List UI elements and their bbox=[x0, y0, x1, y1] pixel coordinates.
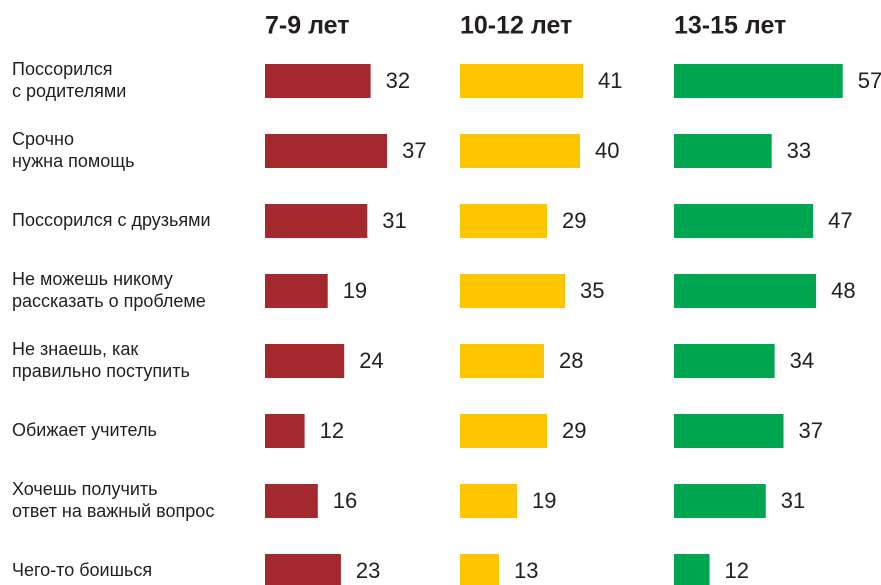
value-label: 32 bbox=[386, 68, 410, 93]
bar bbox=[460, 554, 499, 585]
category-line: Обижает учитель bbox=[12, 420, 157, 440]
value-label: 41 bbox=[598, 68, 622, 93]
bar bbox=[460, 414, 547, 448]
bar bbox=[674, 64, 843, 98]
category-line: Поссорился с друзьями bbox=[12, 210, 211, 230]
category-label: Не знаешь, как правильно поступить bbox=[12, 339, 190, 381]
series-header: 13-15 лет bbox=[674, 12, 786, 40]
series-header: 10-12 лет bbox=[460, 12, 572, 40]
bar bbox=[265, 554, 341, 585]
category-line: Срочно bbox=[12, 129, 74, 149]
bar bbox=[265, 484, 318, 518]
value-label: 29 bbox=[562, 208, 586, 233]
bar bbox=[460, 204, 547, 238]
series-header: 7-9 лет bbox=[265, 12, 349, 40]
bar bbox=[460, 274, 565, 308]
category-line: Не можешь никому bbox=[12, 269, 173, 289]
bar bbox=[674, 554, 710, 585]
value-label: 31 bbox=[382, 208, 406, 233]
value-label: 57 bbox=[858, 68, 881, 93]
value-label: 33 bbox=[787, 138, 811, 163]
value-label: 37 bbox=[402, 138, 426, 163]
category-line: Поссорился bbox=[12, 59, 112, 79]
bar bbox=[460, 484, 517, 518]
bar bbox=[674, 134, 772, 168]
bar bbox=[674, 414, 784, 448]
category-label: Обижает учитель bbox=[12, 420, 157, 440]
category-line: ответ на важный вопрос bbox=[12, 501, 214, 521]
bar bbox=[265, 274, 328, 308]
bar bbox=[265, 344, 345, 378]
value-label: 23 bbox=[356, 558, 380, 583]
bar bbox=[460, 344, 544, 378]
value-label: 34 bbox=[790, 348, 814, 373]
category-label: Срочно нужна помощь bbox=[12, 129, 134, 171]
bar bbox=[265, 414, 305, 448]
category-label: Чего-то боишься bbox=[12, 560, 152, 580]
category-line: рассказать о проблеме bbox=[12, 291, 206, 311]
bar bbox=[674, 344, 775, 378]
bar bbox=[460, 64, 583, 98]
value-label: 40 bbox=[595, 138, 619, 163]
value-label: 19 bbox=[343, 278, 367, 303]
category-label: Поссорился с родителями bbox=[12, 59, 126, 101]
category-label: Хочешь получить ответ на важный вопрос bbox=[12, 479, 214, 521]
bar bbox=[265, 134, 388, 168]
value-label: 37 bbox=[799, 418, 823, 443]
bar bbox=[674, 274, 817, 308]
value-label: 12 bbox=[320, 418, 344, 443]
value-label: 13 bbox=[514, 558, 538, 583]
bar bbox=[674, 204, 814, 238]
value-label: 48 bbox=[831, 278, 855, 303]
category-line: Хочешь получить bbox=[12, 479, 158, 499]
category-line: Чего-то боишься bbox=[12, 560, 152, 580]
bar bbox=[460, 134, 580, 168]
value-label: 47 bbox=[828, 208, 852, 233]
value-label: 19 bbox=[532, 488, 556, 513]
category-line: правильно поступить bbox=[12, 361, 190, 381]
value-label: 35 bbox=[580, 278, 604, 303]
value-label: 28 bbox=[559, 348, 583, 373]
category-line: Не знаешь, как bbox=[12, 339, 138, 359]
bar bbox=[674, 484, 766, 518]
value-label: 31 bbox=[781, 488, 805, 513]
category-label: Поссорился с друзьями bbox=[12, 210, 211, 230]
value-label: 29 bbox=[562, 418, 586, 443]
bar bbox=[265, 204, 368, 238]
category-label: Не можешь никому рассказать о проблеме bbox=[12, 269, 206, 311]
value-label: 24 bbox=[359, 348, 383, 373]
bar bbox=[265, 64, 371, 98]
value-label: 12 bbox=[725, 558, 749, 583]
value-label: 16 bbox=[333, 488, 357, 513]
category-line: с родителями bbox=[12, 81, 126, 101]
category-line: нужна помощь bbox=[12, 151, 134, 171]
